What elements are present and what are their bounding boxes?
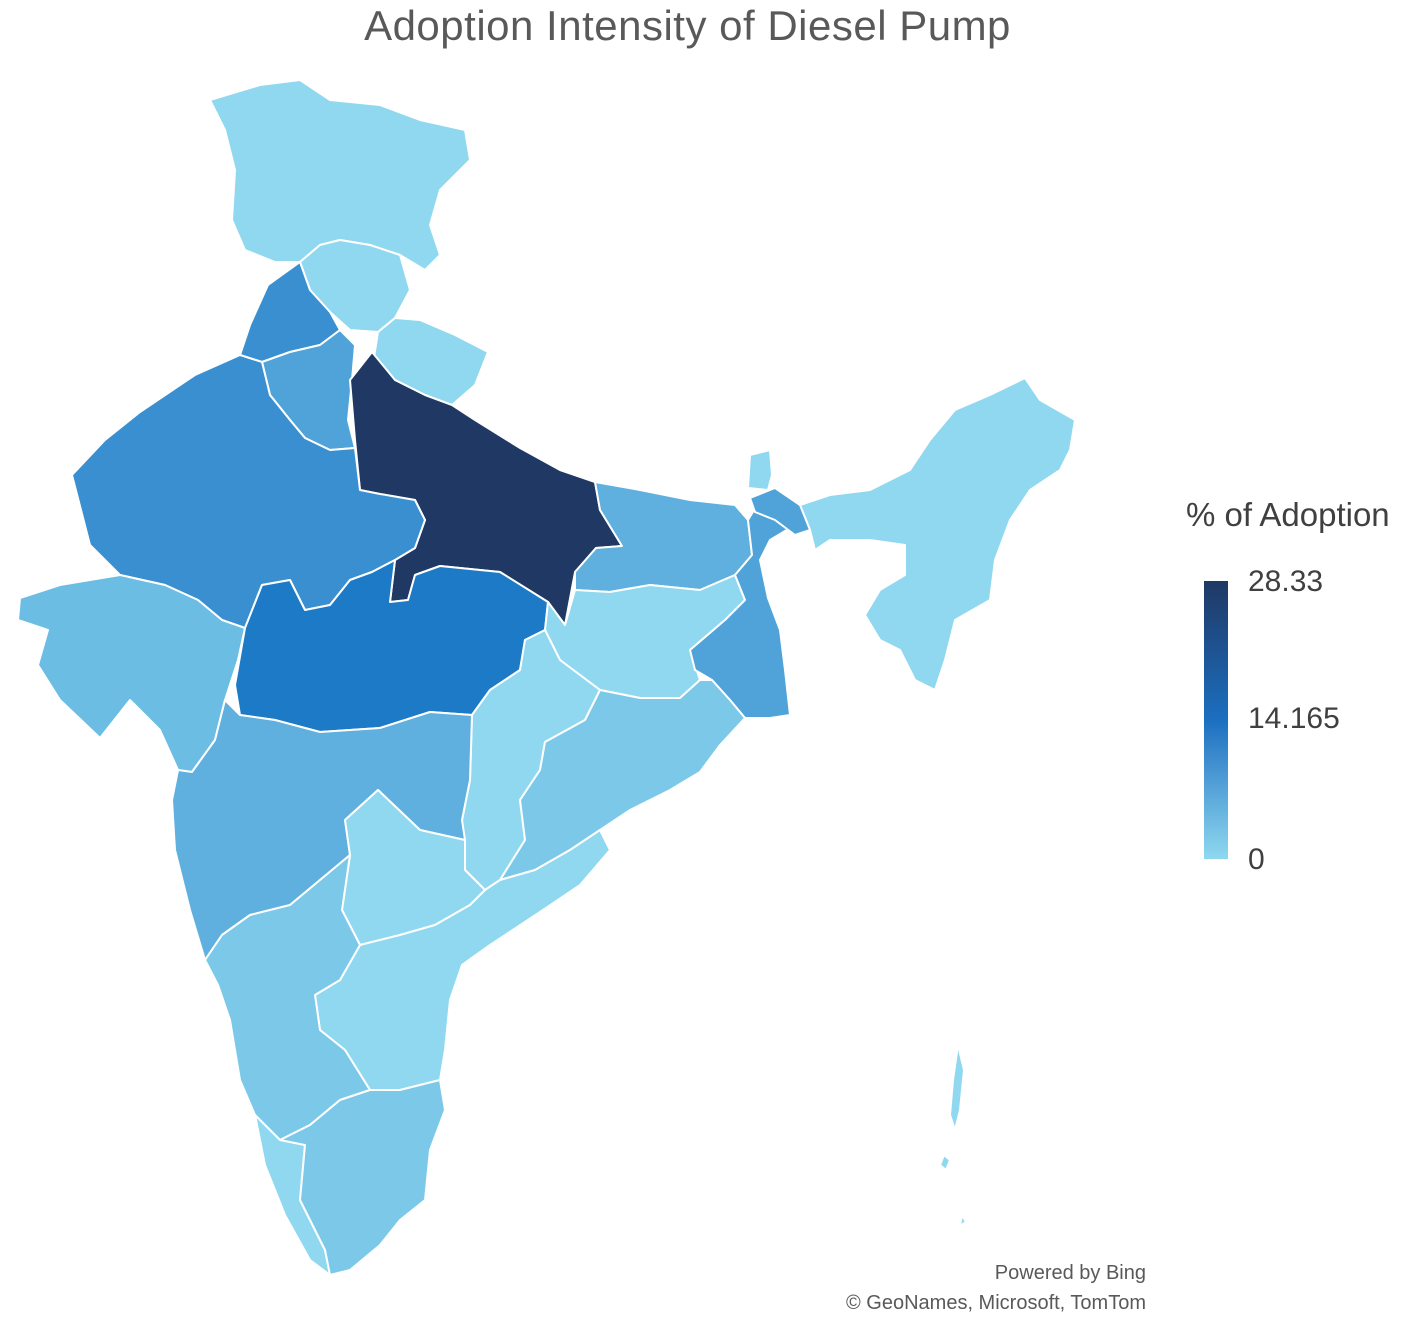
bing-credit: Powered by Bing xyxy=(994,1262,1146,1284)
legend-title: % of Adoption xyxy=(1186,496,1390,533)
region-andhra-pradesh[interactable] xyxy=(314,829,611,1091)
region-andaman-nicobar[interactable] xyxy=(939,1044,967,1227)
legend-color-scale xyxy=(1204,581,1228,859)
region-karnataka[interactable] xyxy=(204,854,371,1141)
map-data-credit: © GeoNames, Microsoft, TomTom xyxy=(846,1292,1146,1314)
map-title: Adoption Intensity of Diesel Pump xyxy=(364,2,1011,49)
region-sikkim[interactable] xyxy=(747,449,773,491)
region-tamil-nadu[interactable] xyxy=(279,1079,446,1276)
legend-min-label: 0 xyxy=(1248,843,1265,876)
legend-mid-label: 14.165 xyxy=(1248,702,1340,735)
region-odisha[interactable] xyxy=(499,679,746,881)
region-assam-northeast[interactable] xyxy=(799,377,1076,691)
region-tripura[interactable] xyxy=(749,487,811,536)
region-jammu-kashmir[interactable] xyxy=(209,79,471,271)
legend-max-label: 28.33 xyxy=(1248,565,1324,598)
